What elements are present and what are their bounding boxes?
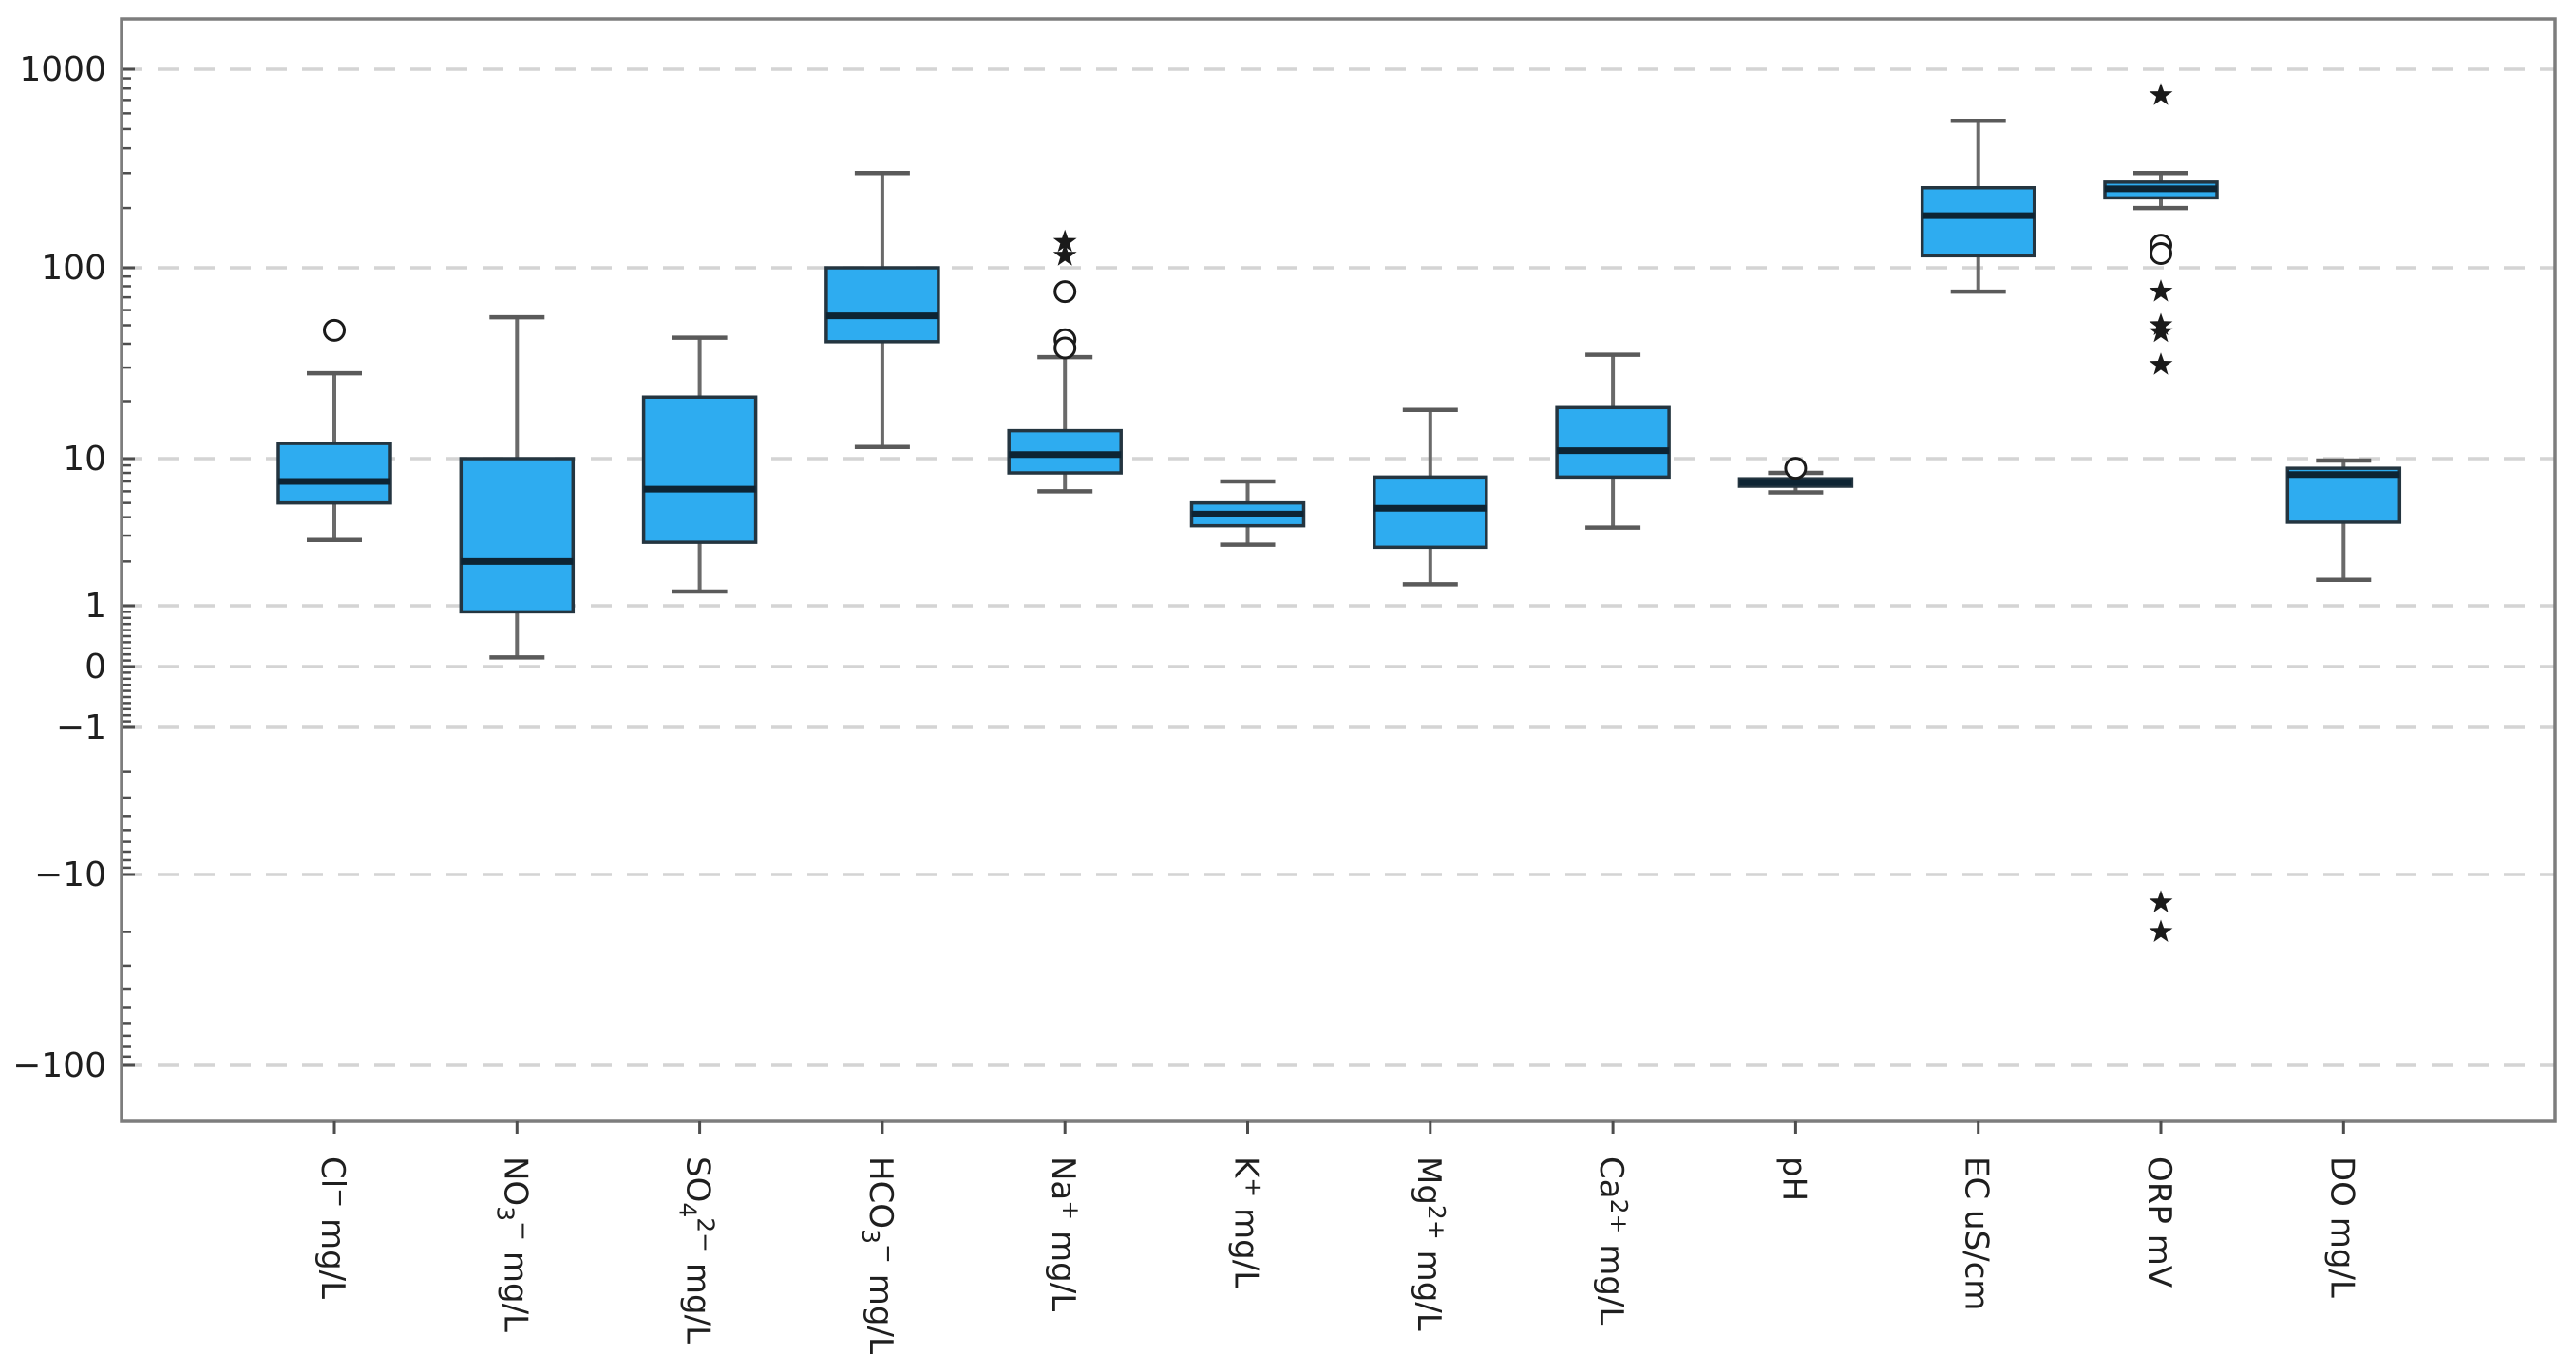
outlier-star	[2149, 319, 2173, 343]
outlier-star	[2149, 279, 2173, 302]
box-group-ph	[1737, 457, 1854, 495]
y-tick-label: 10	[63, 440, 106, 479]
outlier-circle	[1053, 336, 1077, 360]
outlier-star	[2149, 83, 2173, 105]
outlier-star	[2149, 890, 2173, 912]
outlier-star	[2149, 352, 2173, 375]
x-tick-label-k: K+ mg/L	[1227, 1157, 1268, 1288]
iqr-box	[459, 457, 576, 614]
box-group-do	[2285, 458, 2402, 582]
box-group-ec	[1920, 119, 2036, 294]
x-tick-label-mg: Mg2+ mg/L	[1410, 1157, 1450, 1331]
y-tick-label: 100	[41, 249, 106, 288]
box-group-mg	[1373, 407, 1488, 587]
box-group-hco3	[824, 171, 940, 450]
box-group-cl	[276, 318, 392, 542]
x-tick-label-orp: ORP mV	[2140, 1157, 2178, 1288]
y-ticks	[122, 67, 135, 1067]
y-tick-label: −10	[34, 856, 106, 894]
box-group-no3	[459, 314, 576, 660]
box-group-ca	[1555, 352, 1671, 530]
iqr-box	[641, 395, 758, 544]
iqr-box	[824, 266, 940, 344]
x-tick-label-do: DO mg/L	[2322, 1157, 2360, 1298]
x-tick-label-so4: SO42− mg/L	[674, 1157, 720, 1344]
box-group-so4	[641, 335, 758, 594]
iqr-box	[1373, 475, 1488, 550]
x-tick-label-ca: Ca2+ mg/L	[1592, 1157, 1633, 1325]
outlier-star	[1052, 229, 1077, 253]
box-group-orp	[2103, 83, 2219, 942]
outlier-star	[1052, 243, 1077, 266]
x-tick-label-hco3: HCO3− mg/L	[857, 1157, 902, 1354]
iqr-box	[1555, 405, 1671, 480]
y-tick-label: 1000	[19, 50, 106, 89]
outlier-circle	[1053, 280, 1077, 304]
y-tick-label: 1	[85, 587, 106, 626]
y-tick-label: −100	[12, 1046, 106, 1085]
y-tick-label: −1	[56, 708, 106, 747]
outlier-circle	[323, 318, 346, 342]
plot-border	[120, 17, 2557, 1123]
x-tick-label-ec: EC uS/cm	[1958, 1157, 1996, 1310]
x-axis-labels: Cl− mg/L NO3− mg/L SO42− mg/L HCO3− mg/L Na+…	[313, 1121, 2360, 1354]
outlier-star	[2149, 919, 2173, 942]
x-tick-label-ph: pH	[1774, 1157, 1812, 1201]
x-tick-label-na: Na+ mg/L	[1044, 1157, 1085, 1311]
outlier-circle	[1784, 457, 1808, 480]
iqr-box	[1920, 185, 2036, 258]
y-tick-label: 0	[85, 648, 106, 686]
x-tick-label-cl: Cl− mg/L	[313, 1157, 354, 1299]
box-group-na	[1007, 229, 1123, 494]
outlier-circle	[2150, 241, 2172, 265]
x-tick-label-no3: NO3− mg/L	[491, 1157, 537, 1332]
box-group-k	[1189, 479, 1306, 547]
iqr-box	[276, 442, 392, 505]
